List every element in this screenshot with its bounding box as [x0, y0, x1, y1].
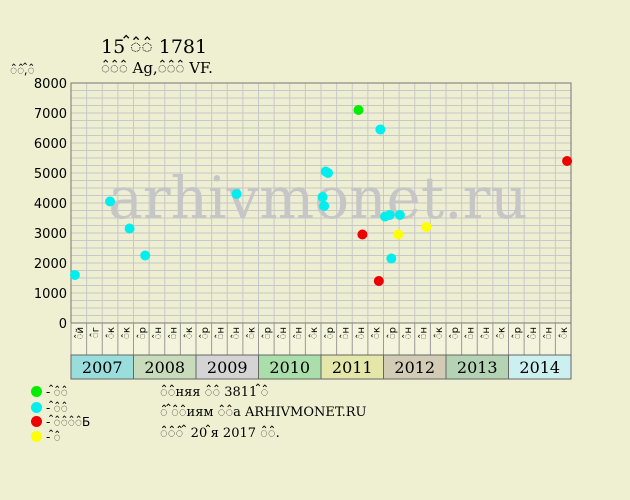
year-cell: [258, 354, 322, 380]
year-label: 2012: [394, 358, 435, 377]
year-cell: [320, 354, 384, 380]
quarter-tick-label: ꠆р: [261, 327, 273, 339]
date-note: ꠆꠆꠆ ꠆ 20 ꠆я 2017 ꠆꠆.: [160, 426, 280, 441]
data-point: [421, 222, 432, 232]
quarter-tick-label: ꠆р: [386, 327, 398, 339]
year-label: 2010: [269, 358, 310, 377]
price-chart: arhivmonet.ru010002000300040005000600070…: [34, 77, 573, 380]
quarter-tick-label: ꠆р: [449, 327, 461, 339]
data-point: [357, 229, 368, 240]
quarter-tick-label: ꠆р: [199, 327, 211, 339]
quarter-tick-label: ꠆н: [417, 327, 429, 339]
data-point: [562, 156, 573, 166]
legend-item-red: - ꠆꠆꠆꠆꠆Б: [31, 414, 91, 429]
year-label: 2011: [332, 358, 373, 377]
quarter-tick-label: ꠆н: [542, 327, 554, 339]
quarter-tick-label: ꠆н: [527, 327, 539, 339]
legend-marker: [31, 385, 42, 397]
legend-marker: [31, 430, 42, 442]
quarter-tick-label: ꠆к: [558, 327, 570, 339]
data-point: [231, 189, 242, 199]
y-tick-label: 5000: [34, 167, 67, 182]
quarter-tick-label: ꠆к: [245, 327, 257, 339]
y-tick-label: 0: [59, 317, 67, 332]
quarter-tick-label: ꠆н: [355, 327, 367, 339]
legend-item-cyan: - ꠆꠆꠆: [31, 400, 68, 415]
quarter-tick-label: ꠆н: [167, 327, 179, 339]
year-cell: [445, 354, 509, 380]
y-tick-label: 6000: [34, 137, 67, 152]
year-cell: [70, 354, 134, 380]
data-point: [394, 210, 405, 220]
quarter-tick-label: ꠆н: [464, 327, 476, 339]
quarter-tick-label: ꠆н: [292, 327, 304, 339]
legend-marker: [31, 401, 42, 413]
data-point: [69, 270, 80, 280]
data-point: [140, 250, 151, 261]
legend-marker: [31, 415, 42, 427]
data-point: [386, 253, 397, 264]
data-point: [105, 196, 116, 207]
legend-label: - ꠆꠆꠆: [46, 384, 68, 399]
year-label: 2009: [207, 358, 248, 377]
year-label: 2007: [82, 358, 123, 377]
y-tick-label: 4000: [34, 197, 67, 212]
quarter-tick-label: ꠆к: [120, 327, 132, 339]
quarter-tick-label: ꠆н: [339, 327, 351, 339]
legend-label: - ꠆꠆꠆: [46, 400, 68, 415]
y-tick-label: 7000: [34, 107, 67, 122]
data-point: [373, 276, 384, 286]
quarter-tick-label: ꠆р: [324, 327, 336, 339]
quarter-tick-label: ꠆н: [214, 327, 226, 339]
quarter-tick-label: ꠆к: [370, 327, 382, 339]
quarter-tick-label: ꠆н: [480, 327, 492, 339]
y-tick-label: 3000: [34, 227, 67, 242]
quarter-tick-label: ꠆к: [105, 327, 117, 339]
quarter-tick-label: ꠆н: [230, 327, 242, 339]
chart-title: 15 ꠆꠆꠆ 1781: [101, 36, 208, 58]
quarter-tick-label: ꠆н: [277, 327, 289, 339]
chart-subtitle: ꠆꠆꠆ Ag,꠆꠆꠆ VF.: [101, 59, 213, 77]
data-point: [317, 192, 328, 202]
data-point: [323, 168, 334, 178]
legend-item-green: - ꠆꠆꠆: [31, 384, 68, 399]
data-point: [375, 124, 386, 135]
legend-label: - ꠆꠆꠆꠆꠆Б: [46, 414, 91, 429]
quarter-tick-label: ꠆к: [183, 327, 195, 339]
data-point: [393, 229, 404, 240]
data-point: [124, 223, 135, 234]
year-label: 2008: [144, 358, 185, 377]
year-cell: [508, 354, 572, 380]
quarter-tick-label: ꠆р: [511, 327, 523, 339]
data-point: [384, 210, 395, 220]
quarter-tick-label: ꠆к: [433, 327, 445, 339]
legend-item-yellow: - ꠆꠆: [31, 429, 61, 444]
y-tick-label: 2000: [34, 257, 67, 272]
year-label: 2013: [457, 358, 498, 377]
quarter-tick-label: ꠆н: [152, 327, 164, 339]
source-note: ꠆ ꠆꠆꠆иям ꠆꠆а ARHIVMONET.RU: [160, 405, 367, 420]
average-price-note: ꠆꠆няя ꠆꠆ 3811 ꠆꠆: [160, 385, 269, 400]
quarter-tick-label: ꠆г: [89, 327, 101, 338]
year-cell: [383, 354, 447, 380]
y-axis-unit-label: ꠆꠆,꠆꠆: [10, 63, 35, 77]
data-point: [353, 105, 364, 115]
quarter-tick-label: ꠆р: [136, 327, 148, 339]
quarter-tick-label: ꠆й: [74, 327, 86, 339]
data-point: [319, 201, 330, 211]
legend-label: - ꠆꠆: [46, 429, 61, 444]
quarter-tick-label: ꠆к: [495, 327, 507, 339]
year-label: 2014: [519, 358, 560, 377]
y-tick-label: 8000: [34, 77, 67, 92]
quarter-tick-label: ꠆н: [402, 327, 414, 339]
y-tick-label: 1000: [34, 287, 67, 302]
quarter-tick-label: ꠆к: [308, 327, 320, 339]
